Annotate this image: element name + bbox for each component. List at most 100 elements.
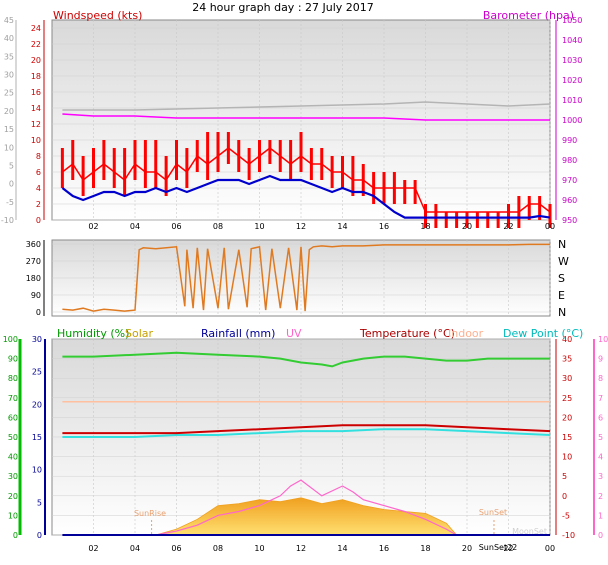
humidity-legend: Humidity (%) [57, 327, 129, 340]
x-tick-label: 22 [503, 544, 513, 553]
dew-point-line [62, 428, 551, 438]
uv-tick-label: 9 [598, 355, 603, 364]
x-tick-label: 14 [337, 222, 347, 231]
windspeed-axis-title: Windspeed (kts) [53, 9, 142, 22]
tick-labels: 0202040406060808101012121414161618182020… [1, 16, 608, 553]
barometer-tick-label: 1040 [562, 36, 582, 45]
uv-line [155, 479, 457, 536]
x-tick-label: 20 [462, 222, 472, 231]
windspeed-tick-label: 14 [31, 104, 41, 113]
grey-scale-tick-label: 20 [4, 107, 14, 116]
barometer-tick-label: 1020 [562, 76, 582, 85]
temperature-tick-label: 15 [562, 433, 572, 442]
x-tick-label: 02 [88, 222, 98, 231]
humidity-tick-label: 10 [8, 511, 18, 520]
grey-scale-tick-label: 15 [4, 125, 14, 134]
grey-scale-tick-label: -5 [6, 198, 14, 207]
x-tick-label: 06 [171, 544, 181, 553]
x-tick-label: 18 [420, 222, 430, 231]
windspeed-tick-label: 16 [31, 88, 41, 97]
direction-tick-label: 180 [26, 274, 41, 283]
compass-label: W [558, 255, 569, 268]
x-tick-label: 14 [337, 544, 347, 553]
x-tick-label: 12 [296, 222, 306, 231]
x-tick-label: 04 [130, 222, 140, 231]
x-tick-label: 06 [171, 222, 181, 231]
uv-tick-label: 10 [598, 335, 608, 344]
direction-tick-label: 0 [36, 308, 41, 317]
grey-scale-tick-label: 40 [4, 34, 14, 43]
humidity-tick-label: 90 [8, 355, 18, 364]
moonset-annotation: MoonSet [512, 527, 547, 536]
barometer-tick-label: 1010 [562, 96, 582, 105]
rainfall-tick-label: 25 [32, 368, 42, 377]
windspeed-tick-label: 22 [31, 40, 41, 49]
x-tick-label: 04 [130, 544, 140, 553]
sunrise-annotation: SunRise [134, 509, 166, 518]
grey-scale-tick-label: 35 [4, 52, 14, 61]
rainfall-tick-label: 20 [32, 400, 42, 409]
humidity-tick-label: 40 [8, 453, 18, 462]
average-wind-line [61, 174, 551, 219]
barometer-line [62, 113, 550, 121]
rainfall-tick-label: 0 [37, 531, 42, 540]
humidity-line [62, 351, 550, 368]
rainfall-tick-label: 10 [32, 466, 42, 475]
rainfall-tick-label: 30 [32, 335, 42, 344]
uv-tick-label: 6 [598, 413, 603, 422]
temperature-tick-label: -10 [562, 531, 575, 540]
x-tick-label: 10 [254, 222, 264, 231]
direction-tick-label: 90 [31, 291, 41, 300]
rainfall-tick-label: 15 [32, 433, 42, 442]
x-tick-label: 18 [420, 544, 430, 553]
grey-scale-tick-label: 30 [4, 71, 14, 80]
humidity-tick-label: 30 [8, 472, 18, 481]
uv-tick-label: 3 [598, 472, 603, 481]
uv-tick-label: 8 [598, 374, 603, 383]
sunset-annotation: SunSet [479, 508, 507, 517]
barometer-axis-title: Barometer (hpa) [483, 9, 574, 22]
direction-tick-label: 360 [26, 240, 41, 249]
barometer-tick-label: 960 [562, 196, 577, 205]
barometer-tick-label: 980 [562, 156, 577, 165]
windspeed-tick-label: 0 [36, 216, 41, 225]
humidity-tick-label: 60 [8, 413, 18, 422]
barometer-tick-label: 990 [562, 136, 577, 145]
uv-legend: UV [286, 327, 302, 340]
windspeed-tick-label: 18 [31, 72, 41, 81]
humidity-tick-label: 0 [13, 531, 18, 540]
wind-direction-line [62, 243, 550, 312]
grey-scale-tick-label: 25 [4, 89, 14, 98]
uv-tick-label: 2 [598, 492, 603, 501]
barometer-tick-label: 950 [562, 216, 577, 225]
windspeed-tick-label: 24 [31, 24, 41, 33]
x-tick-label: 08 [213, 544, 223, 553]
solar-area [155, 497, 458, 536]
uv-tick-label: 1 [598, 511, 603, 520]
x-tick-label: 02 [88, 544, 98, 553]
direction-tick-label: 270 [26, 257, 41, 266]
temperature-legend: Temperature (°C) [359, 327, 455, 340]
barometer-tick-label: 1030 [562, 56, 582, 65]
grey-scale-tick-label: 45 [4, 16, 14, 25]
x-tick-label: 12 [296, 544, 306, 553]
x-tick-label: 00 [545, 222, 555, 231]
temperature-tick-label: 20 [562, 413, 572, 422]
humidity-tick-label: 100 [3, 335, 18, 344]
windspeed-tick-label: 6 [36, 168, 41, 177]
chart-title: 24 hour graph day : 27 July 2017 [192, 1, 374, 14]
sunset-time-label: SunSet22 [479, 543, 518, 552]
temperature-tick-label: 10 [562, 453, 572, 462]
temperature-tick-label: -5 [562, 511, 570, 520]
humidity-tick-label: 50 [8, 433, 18, 442]
humidity-tick-label: 70 [8, 394, 18, 403]
humidity-tick-label: 20 [8, 492, 18, 501]
grey-scale-tick-label: 10 [4, 143, 14, 152]
x-tick-label: 16 [379, 544, 389, 553]
barometer-tick-label: 1050 [562, 16, 582, 25]
windspeed-tick-label: 8 [36, 152, 41, 161]
uv-tick-label: 4 [598, 453, 603, 462]
solar-legend: Solar [125, 327, 154, 340]
windspeed-tick-label: 4 [36, 184, 41, 193]
